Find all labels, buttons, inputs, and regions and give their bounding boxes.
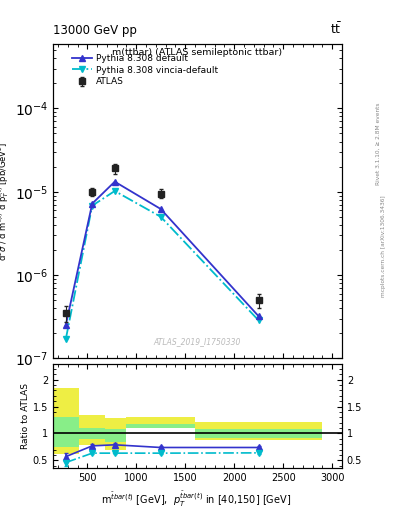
Text: ATLAS_2019_I1750330: ATLAS_2019_I1750330 xyxy=(154,337,241,346)
Pythia 8.308 default xyxy=(63,322,68,328)
Y-axis label: d$^2\sigma$ / d m$^{\bar{t}(t)}$ d p$_T^{\bar{t}(t)}$ [pb/GeV$^2$]: d$^2\sigma$ / d m$^{\bar{t}(t)}$ d p$_T^… xyxy=(0,141,11,261)
Line: Pythia 8.308 default: Pythia 8.308 default xyxy=(62,178,262,329)
Legend: Pythia 8.308 default, Pythia 8.308 vincia-default, ATLAS: Pythia 8.308 default, Pythia 8.308 vinci… xyxy=(69,51,221,89)
Pythia 8.308 default xyxy=(90,201,95,207)
Text: mcplots.cern.ch [arXiv:1306.3436]: mcplots.cern.ch [arXiv:1306.3436] xyxy=(382,195,386,296)
Pythia 8.308 default xyxy=(112,179,117,185)
Pythia 8.308 default xyxy=(158,206,163,212)
Pythia 8.308 vincia-default xyxy=(63,336,68,342)
Text: 13000 GeV pp: 13000 GeV pp xyxy=(53,24,137,37)
Y-axis label: Ratio to ATLAS: Ratio to ATLAS xyxy=(21,383,30,449)
Text: m$^{\bar{t}bar(t)}$ [GeV],  $p_T^{\bar{t}bar(t)}$ in [40,150] [GeV]: m$^{\bar{t}bar(t)}$ [GeV], $p_T^{\bar{t}… xyxy=(101,490,292,509)
Pythia 8.308 vincia-default xyxy=(158,214,163,220)
Pythia 8.308 vincia-default xyxy=(90,203,95,209)
Text: Rivet 3.1.10, ≥ 2.8M events: Rivet 3.1.10, ≥ 2.8M events xyxy=(376,102,380,185)
Pythia 8.308 vincia-default xyxy=(112,188,117,194)
Text: t$\bar{\rm t}$: t$\bar{\rm t}$ xyxy=(330,22,342,37)
Pythia 8.308 vincia-default xyxy=(256,317,261,324)
Line: Pythia 8.308 vincia-default: Pythia 8.308 vincia-default xyxy=(62,187,262,343)
Text: m(ttbar) (ATLAS semileptonic ttbar): m(ttbar) (ATLAS semileptonic ttbar) xyxy=(112,48,283,57)
Pythia 8.308 default xyxy=(256,313,261,319)
